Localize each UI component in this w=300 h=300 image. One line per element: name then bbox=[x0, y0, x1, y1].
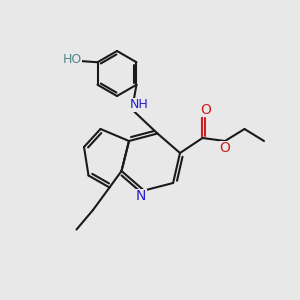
Text: O: O bbox=[200, 103, 211, 116]
Text: NH: NH bbox=[130, 98, 149, 112]
Text: O: O bbox=[220, 142, 230, 155]
Text: HO: HO bbox=[62, 53, 82, 66]
Text: N: N bbox=[136, 190, 146, 203]
